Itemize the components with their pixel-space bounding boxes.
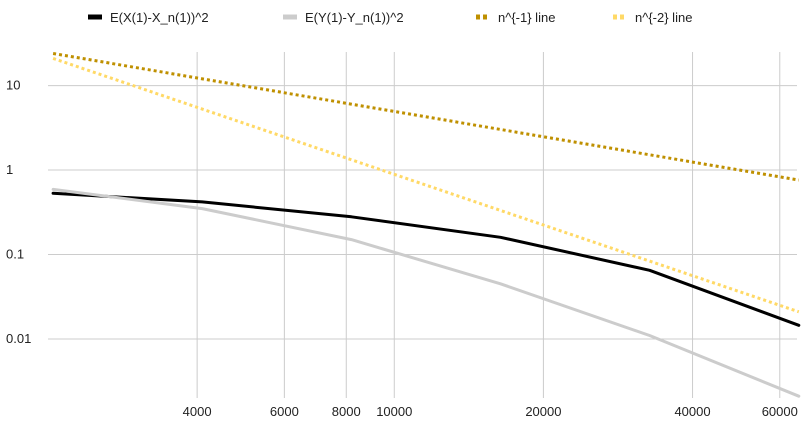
series-line-0 bbox=[51, 191, 801, 327]
legend-label-2: n^{-1} line bbox=[498, 10, 555, 25]
x-tick-label: 4000 bbox=[183, 404, 212, 419]
legend-label-1: E(Y(1)-Y_n(1))^2 bbox=[305, 10, 404, 25]
x-tick-label: 20000 bbox=[525, 404, 561, 419]
series-line-3 bbox=[52, 56, 800, 314]
y-tick-label: 1 bbox=[6, 162, 13, 177]
legend-label-3: n^{-2} line bbox=[635, 10, 692, 25]
grid bbox=[48, 52, 797, 398]
x-tick-label: 10000 bbox=[376, 404, 412, 419]
series-lines bbox=[51, 52, 801, 398]
x-tick-label: 60000 bbox=[762, 404, 798, 419]
series-line-2 bbox=[52, 52, 800, 182]
legend: E(X(1)-X_n(1))^2 E(Y(1)-Y_n(1))^2 n^{-1} l… bbox=[88, 10, 692, 25]
x-tick-label: 8000 bbox=[332, 404, 361, 419]
x-tick-label: 6000 bbox=[270, 404, 299, 419]
axis-tick-labels: 4000 6000 8000 10000 20000 40000 60000 10 1 0.1 0.… bbox=[6, 78, 798, 419]
y-tick-label: 10 bbox=[6, 78, 20, 93]
y-tick-label: 0.01 bbox=[6, 331, 31, 346]
y-tick-label: 0.1 bbox=[6, 247, 24, 262]
x-tick-label: 40000 bbox=[674, 404, 710, 419]
series-line-1 bbox=[51, 187, 801, 398]
legend-label-0: E(X(1)-X_n(1))^2 bbox=[110, 10, 209, 25]
